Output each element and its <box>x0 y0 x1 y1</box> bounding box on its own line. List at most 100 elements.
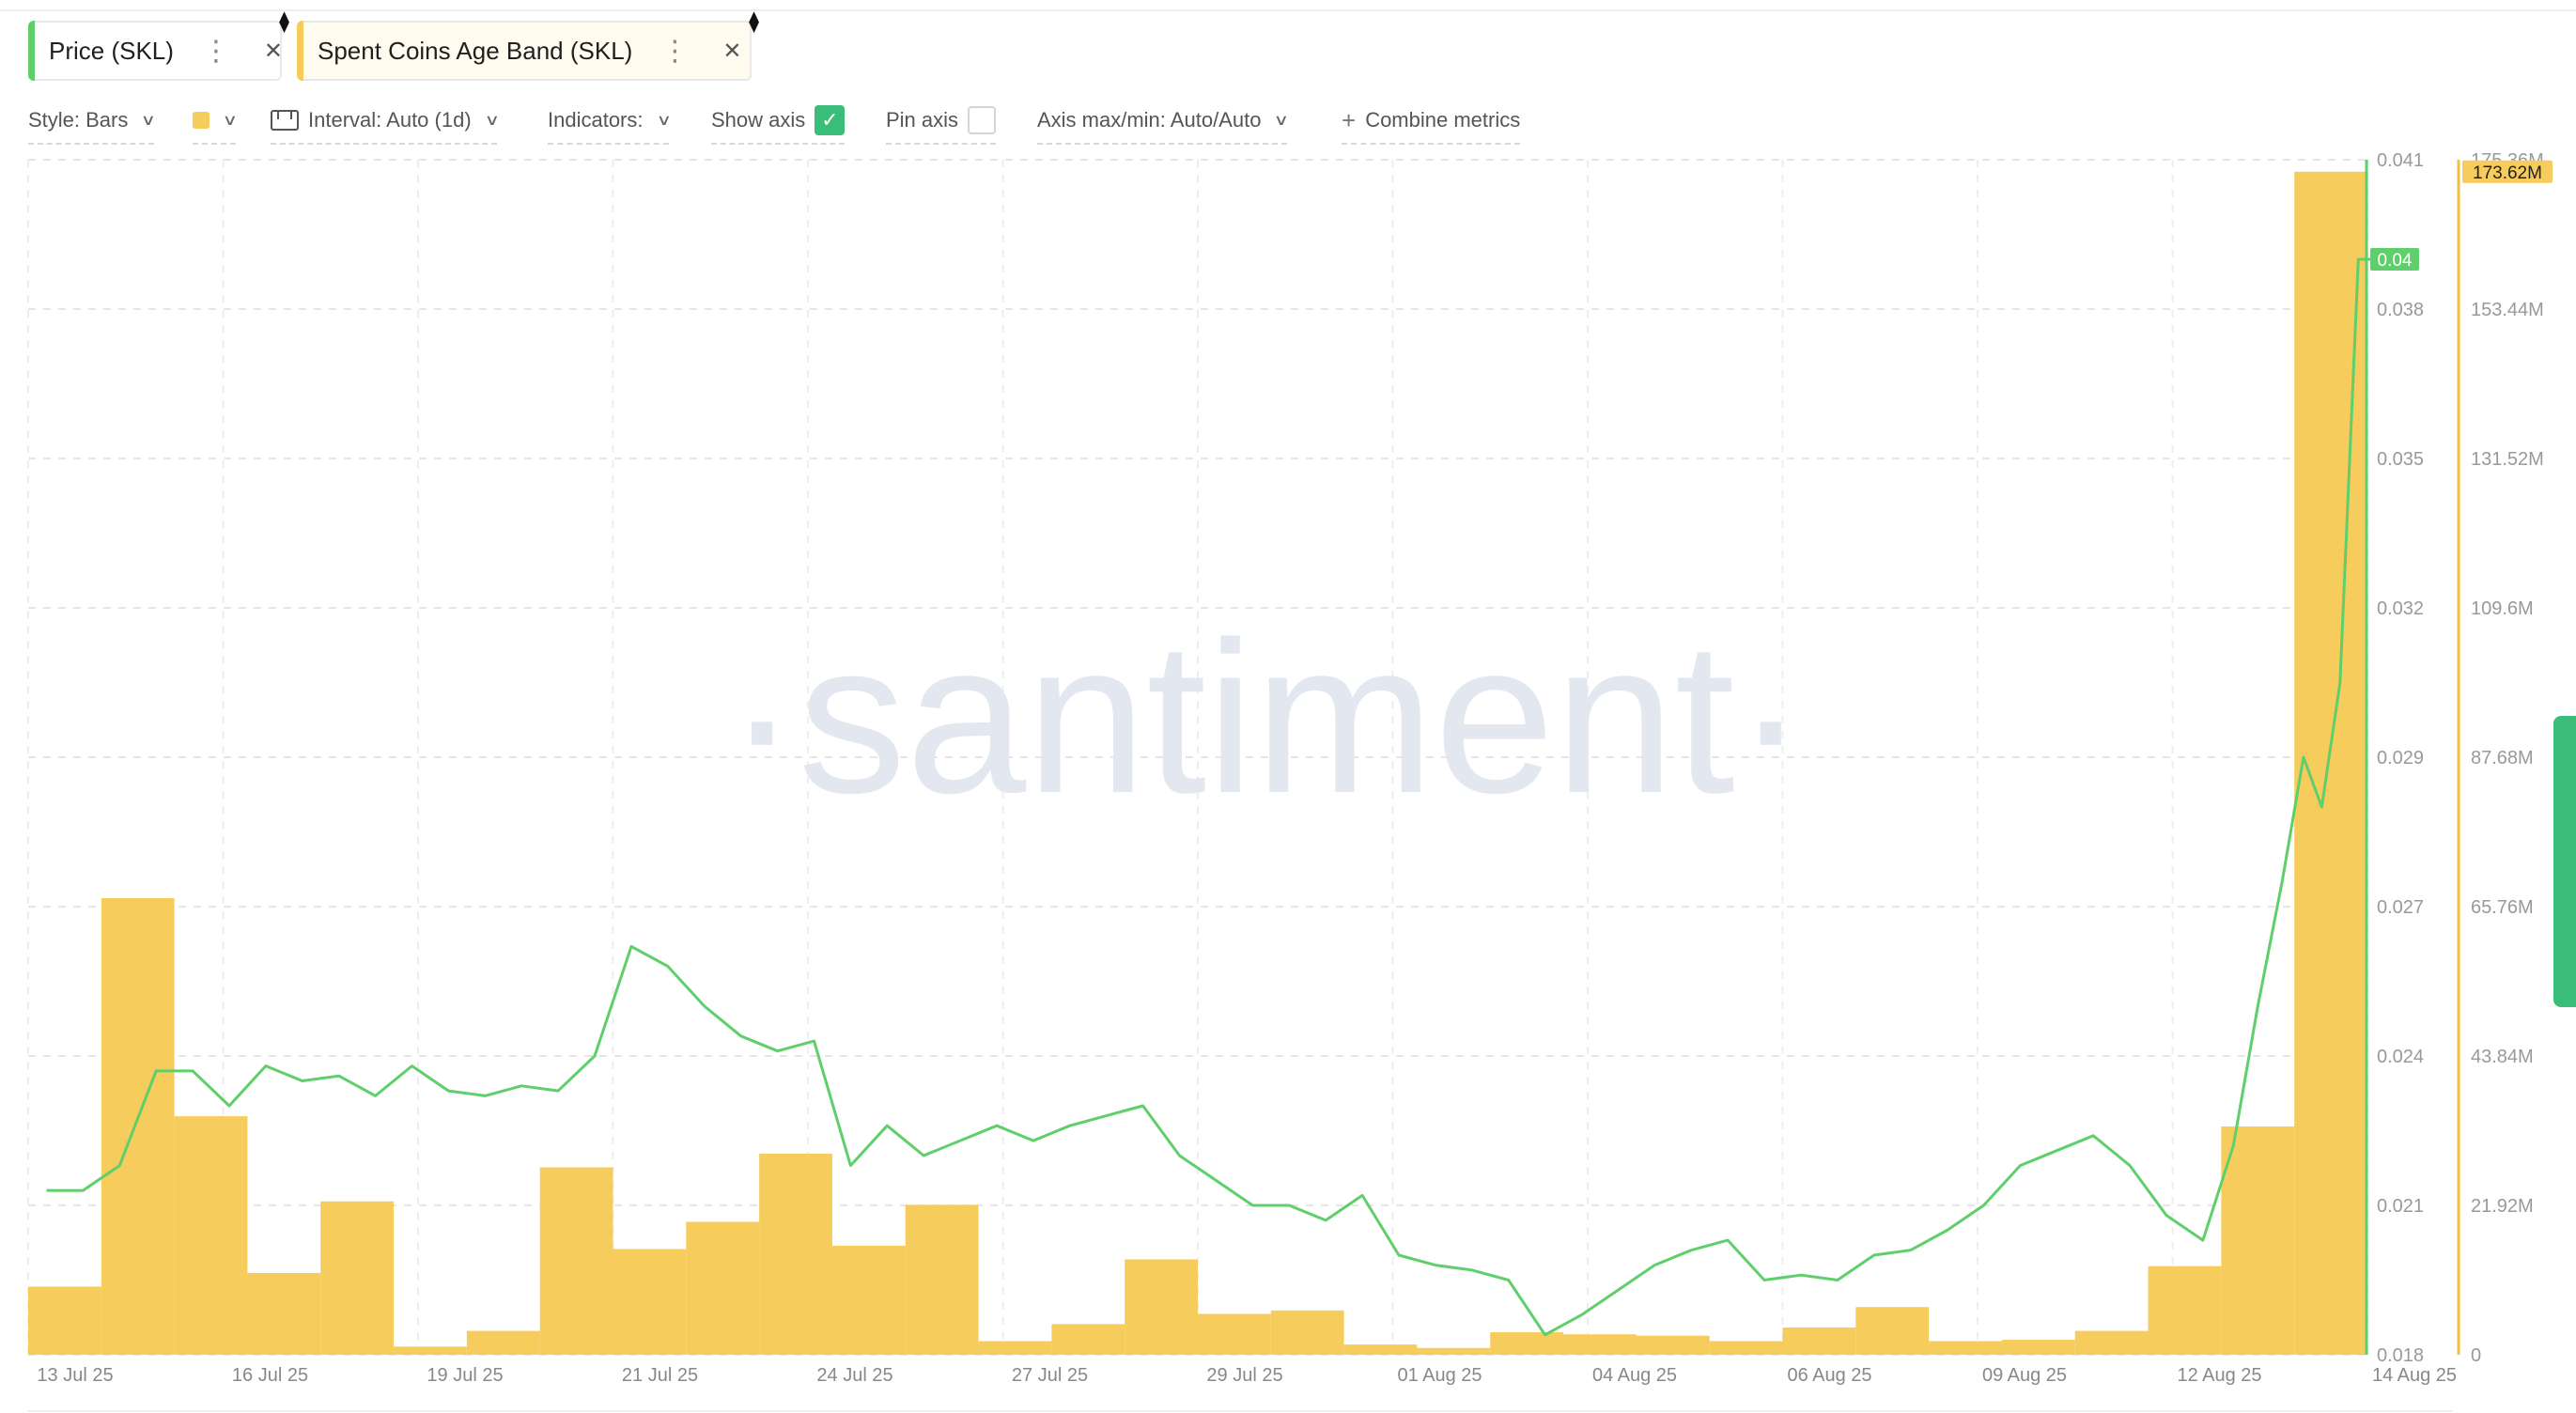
price-current-badge <box>2370 248 2419 271</box>
volume-bar <box>831 1245 906 1355</box>
volume-bar <box>905 1204 979 1355</box>
price-line <box>46 257 2404 1337</box>
volume-bar <box>1636 1335 1710 1355</box>
tab-color-bar <box>28 21 35 81</box>
show-axis-label: Show axis <box>711 108 806 132</box>
more-options-icon[interactable]: ⋮ <box>201 35 230 67</box>
volume-bar <box>1490 1332 1564 1355</box>
volume-bar <box>1125 1259 1198 1355</box>
watermark: ·santiment· <box>726 597 1807 838</box>
volume-bar <box>1563 1334 1637 1355</box>
volume-bar <box>1051 1324 1125 1355</box>
plus-icon: + <box>1342 105 1357 134</box>
volume-bar <box>466 1330 540 1355</box>
x-axis-tick: 04 Aug 25 <box>1592 1365 1677 1386</box>
ethereum-icon: ⧫ <box>749 9 759 33</box>
volume-axis-tick: 65.76M <box>2471 897 2534 918</box>
tab-spent-coins[interactable]: Spent Coins Age Band (SKL) ⋮ ✕ ⧫ <box>297 9 759 81</box>
tab-color-bar <box>297 21 303 81</box>
ethereum-icon: ⧫ <box>279 9 289 33</box>
axis-maxmin-dropdown[interactable]: Axis max/min: Auto/Auto ∨ <box>1037 101 1290 145</box>
indicators-label: Indicators: <box>548 108 644 132</box>
side-panel-tab[interactable] <box>2553 716 2576 1007</box>
price-axis-tick: 0.032 <box>2377 598 2424 619</box>
show-axis-toggle[interactable]: Show axis ✓ <box>711 101 846 145</box>
volume-bar <box>1709 1341 1783 1355</box>
volume-bar <box>978 1341 1052 1355</box>
volume-axis-tick: 109.6M <box>2471 598 2534 619</box>
volume-bar <box>1417 1347 1491 1355</box>
price-axis-tick: 0.018 <box>2377 1345 2424 1366</box>
x-axis-tick: 09 Aug 25 <box>1982 1365 2067 1386</box>
tab-label: Price (SKL) <box>49 36 174 65</box>
style-label: Style: Bars <box>28 108 129 132</box>
volume-bar <box>2001 1340 2075 1355</box>
volume-axis-tick: 43.84M <box>2471 1047 2534 1067</box>
volume-bar <box>1782 1327 1856 1355</box>
x-axis-tick: 29 Jul 25 <box>1206 1365 1282 1386</box>
x-axis-tick: 16 Jul 25 <box>232 1365 308 1386</box>
volume-bar <box>2148 1265 2222 1355</box>
volume-bar <box>1855 1307 1930 1355</box>
more-options-icon[interactable]: ⋮ <box>660 35 690 67</box>
volume-current-label: 173.62M <box>2473 163 2542 183</box>
x-axis-tick: 19 Jul 25 <box>427 1365 503 1386</box>
top-divider <box>0 9 2576 11</box>
volume-bar <box>2074 1330 2149 1355</box>
volume-bar <box>759 1154 832 1355</box>
price-axis-tick: 0.021 <box>2377 1196 2424 1217</box>
chevron-down-icon: ∨ <box>1274 113 1290 129</box>
pin-axis-toggle[interactable]: Pin axis <box>886 101 997 145</box>
volume-bar <box>2221 1126 2295 1355</box>
interval-label: Interval: Auto (1d) <box>308 108 472 132</box>
volume-bar <box>539 1167 613 1355</box>
chevron-down-icon: ∨ <box>222 113 239 129</box>
volume-bar <box>686 1221 760 1355</box>
show-axis-checkbox[interactable]: ✓ <box>815 105 846 135</box>
indicators-dropdown[interactable]: Indicators: ∨ <box>548 101 672 145</box>
close-icon[interactable]: ✕ <box>263 38 284 64</box>
volume-axis-tick: 153.44M <box>2471 300 2544 320</box>
axes: 0.041 0.038 0.035 0.032 0.029 0.027 0.024 0.021… <box>28 150 2553 1412</box>
volume-bar <box>394 1346 467 1355</box>
volume-bar <box>101 898 175 1355</box>
x-axis-tick: 06 Aug 25 <box>1787 1365 1871 1386</box>
volume-bar <box>247 1272 321 1355</box>
volume-bar <box>320 1201 395 1355</box>
chevron-down-icon: ∨ <box>484 113 500 129</box>
volume-bar <box>1270 1310 1344 1355</box>
x-axis-tick: 21 Jul 25 <box>622 1365 698 1386</box>
axis-maxmin-label: Axis max/min: Auto/Auto <box>1037 108 1262 132</box>
price-axis-tick: 0.041 <box>2377 150 2424 171</box>
volume-bar <box>1343 1344 1418 1355</box>
x-axis-tick: 01 Aug 25 <box>1397 1365 1482 1386</box>
price-axis-tick: 0.029 <box>2377 748 2424 769</box>
volume-bar <box>28 1286 101 1355</box>
x-axis-tick: 14 Aug 25 <box>2372 1365 2457 1386</box>
price-axis-tick: 0.027 <box>2377 897 2424 918</box>
volume-current-badge <box>2462 160 2553 183</box>
x-axis-tick: 13 Jul 25 <box>37 1365 113 1386</box>
ruler-icon <box>271 110 299 131</box>
chart-toolbar: Style: Bars ∨ ∨ Interval: Auto (1d) ∨ In… <box>28 101 1625 145</box>
color-dropdown[interactable]: ∨ <box>193 101 239 145</box>
pin-axis-label: Pin axis <box>886 108 959 132</box>
volume-axis-tick: 0 <box>2471 1345 2481 1366</box>
price-axis-tick: 0.038 <box>2377 300 2424 320</box>
style-dropdown[interactable]: Style: Bars ∨ <box>28 101 157 145</box>
combine-metrics-button[interactable]: + Combine metrics <box>1342 101 1521 145</box>
interval-dropdown[interactable]: Interval: Auto (1d) ∨ <box>271 101 500 145</box>
tab-price[interactable]: Price (SKL) ⋮ ✕ ⧫ <box>28 9 289 81</box>
x-axis-tick: 12 Aug 25 <box>2177 1365 2261 1386</box>
volume-axis-tick: 21.92M <box>2471 1196 2534 1217</box>
close-icon[interactable]: ✕ <box>722 38 742 64</box>
price-axis-tick: 0.035 <box>2377 449 2424 470</box>
volume-bars <box>28 171 2367 1356</box>
volume-bar <box>1929 1341 2002 1355</box>
price-current-label: 0.04 <box>2378 251 2413 271</box>
x-axis-tick: 27 Jul 25 <box>1012 1365 1088 1386</box>
pin-axis-checkbox[interactable] <box>968 106 997 134</box>
volume-axis-tick: 87.68M <box>2471 748 2534 769</box>
chart: ·santiment· 0.041 0.038 0.035 0.032 0.029 0.0… <box>27 150 2553 1412</box>
chevron-down-icon: ∨ <box>141 113 157 129</box>
